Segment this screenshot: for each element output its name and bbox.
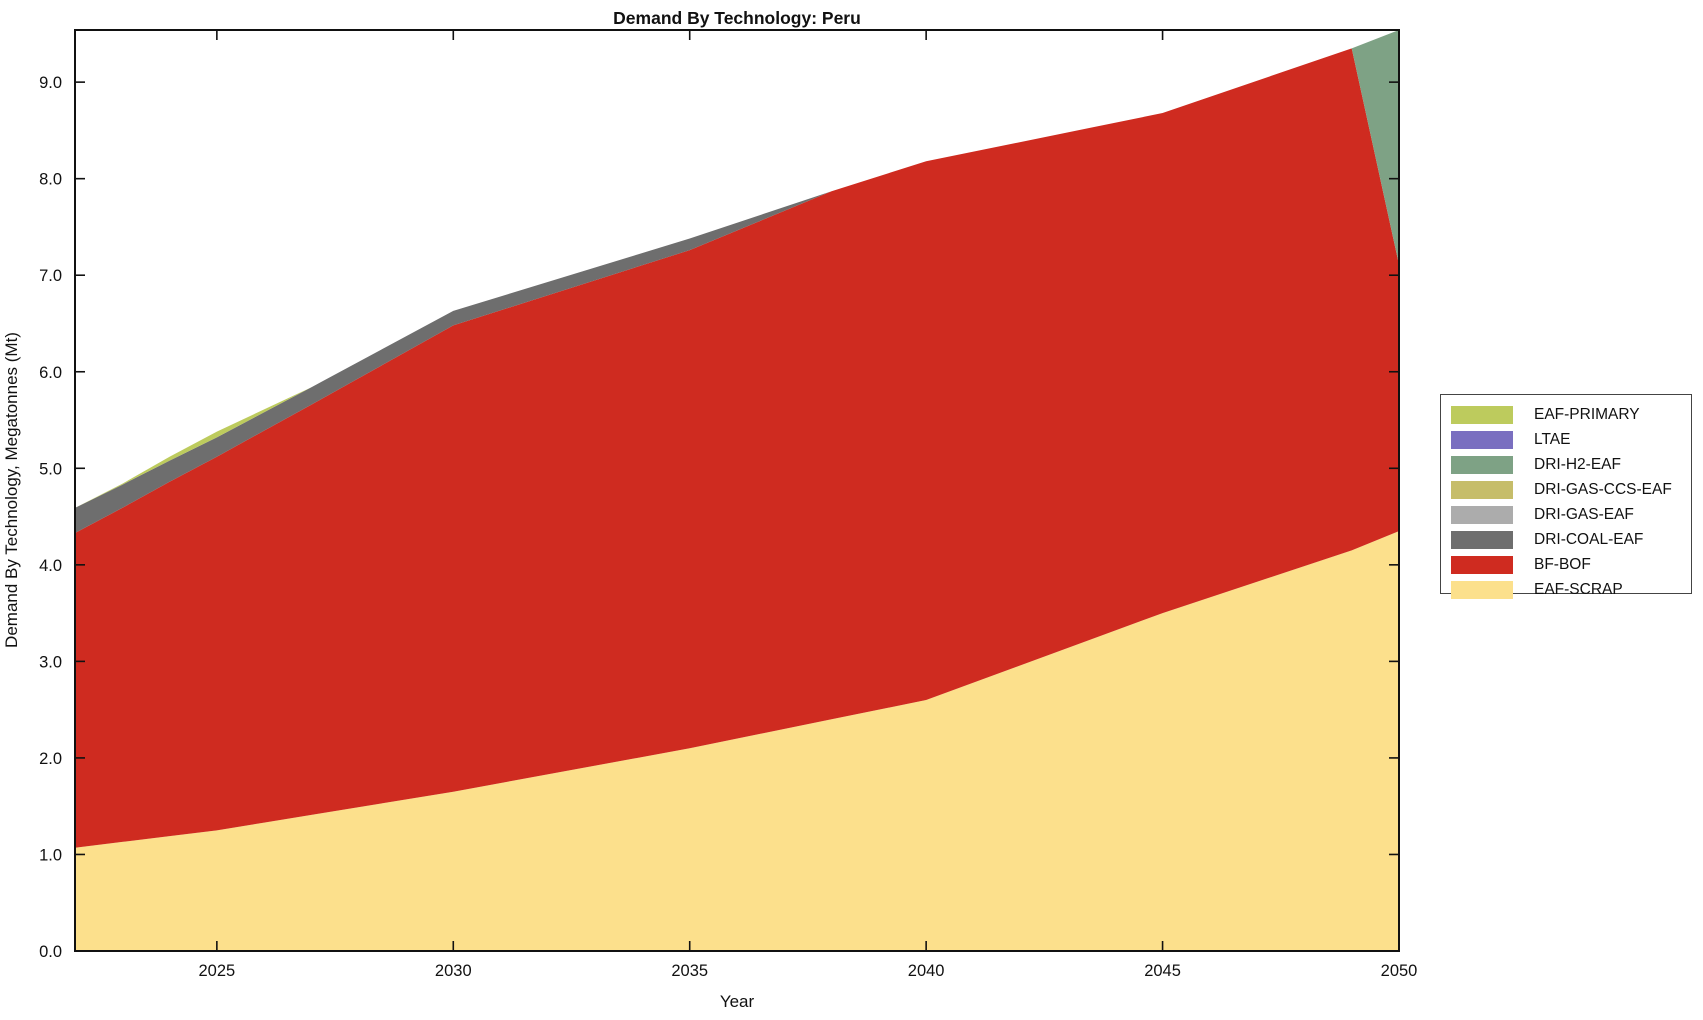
legend-item: EAF-SCRAP [1441, 577, 1691, 602]
y-tick-label: 1.0 [39, 846, 62, 864]
x-tick-label: 2050 [1381, 962, 1418, 980]
legend-item: DRI-GAS-EAF [1441, 502, 1691, 527]
legend-label: LTAE [1534, 430, 1571, 448]
x-tick-label: 2045 [1144, 962, 1181, 980]
area-bf-bof [75, 48, 1399, 848]
y-tick-label: 2.0 [39, 750, 62, 768]
legend-swatch [1451, 505, 1513, 524]
legend-swatch [1451, 455, 1513, 474]
legend-swatch [1451, 405, 1513, 424]
stacked-areas [75, 30, 1399, 951]
y-tick-label: 0.0 [39, 943, 62, 961]
legend: EAF-PRIMARY LTAE DRI-H2-EAF DRI-GAS-CCS-EAF… [1440, 394, 1692, 599]
x-tick-label: 2035 [671, 962, 708, 980]
legend-label: DRI-H2-EAF [1534, 455, 1621, 473]
y-tick-label: 7.0 [39, 267, 62, 285]
legend-item: DRI-COAL-EAF [1441, 527, 1691, 552]
legend-swatch [1451, 555, 1513, 574]
legend-label: DRI-COAL-EAF [1534, 530, 1644, 548]
legend-swatch [1451, 430, 1513, 449]
legend-label: EAF-SCRAP [1534, 580, 1623, 598]
legend-label: BF-BOF [1534, 555, 1591, 573]
legend-label: DRI-GAS-EAF [1534, 505, 1634, 523]
y-tick-label: 3.0 [39, 653, 62, 671]
y-axis-label: Demand By Technology, Megatonnes (Mt) [2, 332, 21, 648]
legend-label: EAF-PRIMARY [1534, 405, 1640, 423]
plot-border [74, 29, 1400, 952]
tick-labels: 2025 2030 2035 2040 2045 2050 0.0 1.0 2.0 3.0 4.0 5… [39, 74, 1417, 980]
legend-swatch [1451, 530, 1513, 549]
area-eaf-scrap [75, 531, 1399, 951]
y-tick-label: 5.0 [39, 460, 62, 478]
chart-title: Demand By Technology: Peru [613, 8, 861, 28]
y-tick-label: 8.0 [39, 171, 62, 189]
y-tick-label: 6.0 [39, 364, 62, 382]
legend-item: DRI-H2-EAF [1441, 452, 1691, 477]
legend-item: BF-BOF [1441, 552, 1691, 577]
x-tick-label: 2025 [198, 962, 235, 980]
x-tick-label: 2030 [435, 962, 472, 980]
legend-item: LTAE [1441, 427, 1691, 452]
y-tick-label: 4.0 [39, 557, 62, 575]
legend-label: DRI-GAS-CCS-EAF [1534, 480, 1672, 498]
legend-swatch [1451, 480, 1513, 499]
legend-item: DRI-GAS-CCS-EAF [1441, 477, 1691, 502]
y-tick-label: 9.0 [39, 74, 62, 92]
x-axis-label: Year [720, 992, 755, 1011]
legend-item: EAF-PRIMARY [1441, 402, 1691, 427]
x-tick-label: 2040 [908, 962, 945, 980]
legend-swatch [1451, 580, 1513, 599]
